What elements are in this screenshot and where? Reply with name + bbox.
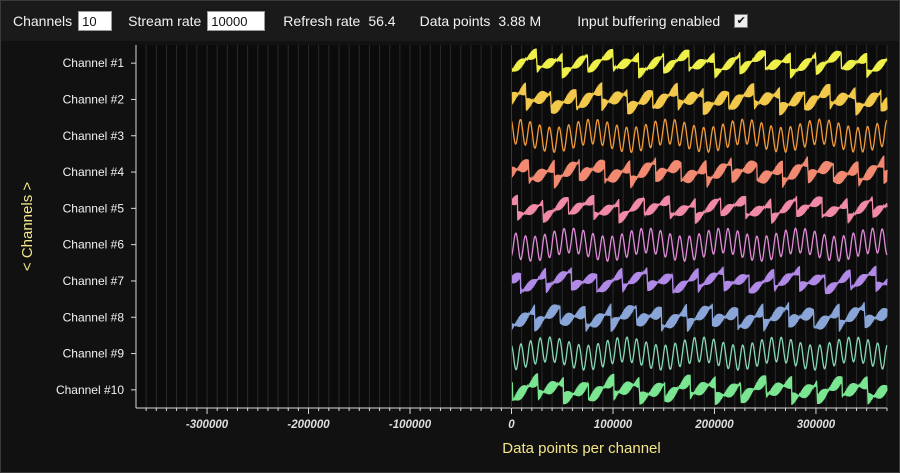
refresh-rate-display: Refresh rate 56.4 — [283, 13, 395, 29]
x-tick-label: 100000 — [594, 419, 633, 431]
toolbar: Channels Stream rate Refresh rate 56.4 D… — [1, 1, 899, 41]
series-line-4 — [510, 155, 888, 189]
data-points-value: 3.88 M — [498, 13, 542, 29]
channel-label: Channel #4 — [63, 165, 125, 179]
series-line-2 — [510, 82, 888, 116]
channels-control: Channels — [13, 11, 113, 31]
series-line-7 — [510, 265, 888, 295]
x-tick-label: -200000 — [287, 419, 330, 431]
input-buffering-checkbox[interactable]: ✔ — [734, 14, 749, 28]
series-line-1 — [511, 48, 888, 79]
x-tick-label: -100000 — [389, 419, 432, 431]
x-tick-label: 300000 — [797, 419, 836, 431]
channel-label: Channel #3 — [63, 129, 125, 143]
channel-label: Channel #6 — [63, 238, 125, 252]
data-points-display: Data points 3.88 M — [420, 13, 542, 29]
data-points-label: Data points — [419, 13, 491, 29]
channel-label: Channel #7 — [63, 274, 125, 288]
refresh-rate-label: Refresh rate — [283, 13, 361, 29]
series-line-9 — [510, 335, 888, 371]
x-tick-label: -300000 — [186, 419, 229, 431]
input-buffering-label: Input buffering enabled — [577, 13, 721, 29]
x-axis-title: Data points per channel — [502, 440, 660, 457]
stream-rate-control: Stream rate — [128, 11, 266, 31]
series-line-8 — [510, 302, 888, 332]
input-buffering-control: Input buffering enabled ✔ — [577, 13, 749, 29]
x-tick-label: 0 — [508, 419, 515, 431]
channels-label: Channels — [13, 13, 73, 29]
series-line-10 — [510, 373, 888, 405]
channel-label: Channel #5 — [63, 201, 125, 215]
stream-rate-label: Stream rate — [128, 13, 202, 29]
x-tick-label: 200000 — [694, 419, 734, 431]
series-line-3 — [510, 118, 888, 154]
channel-label: Channel #2 — [63, 92, 125, 106]
channel-label: Channel #10 — [56, 383, 124, 397]
channels-input[interactable] — [78, 11, 113, 31]
y-axis-title: < Channels > — [19, 182, 36, 271]
stream-rate-input[interactable] — [207, 11, 266, 31]
series-line-5 — [510, 194, 888, 224]
channel-label: Channel #1 — [63, 56, 125, 70]
series-line-6 — [510, 227, 888, 263]
channel-label: Channel #8 — [63, 310, 125, 324]
refresh-rate-value: 56.4 — [368, 13, 396, 29]
channel-label: Channel #9 — [63, 347, 125, 361]
